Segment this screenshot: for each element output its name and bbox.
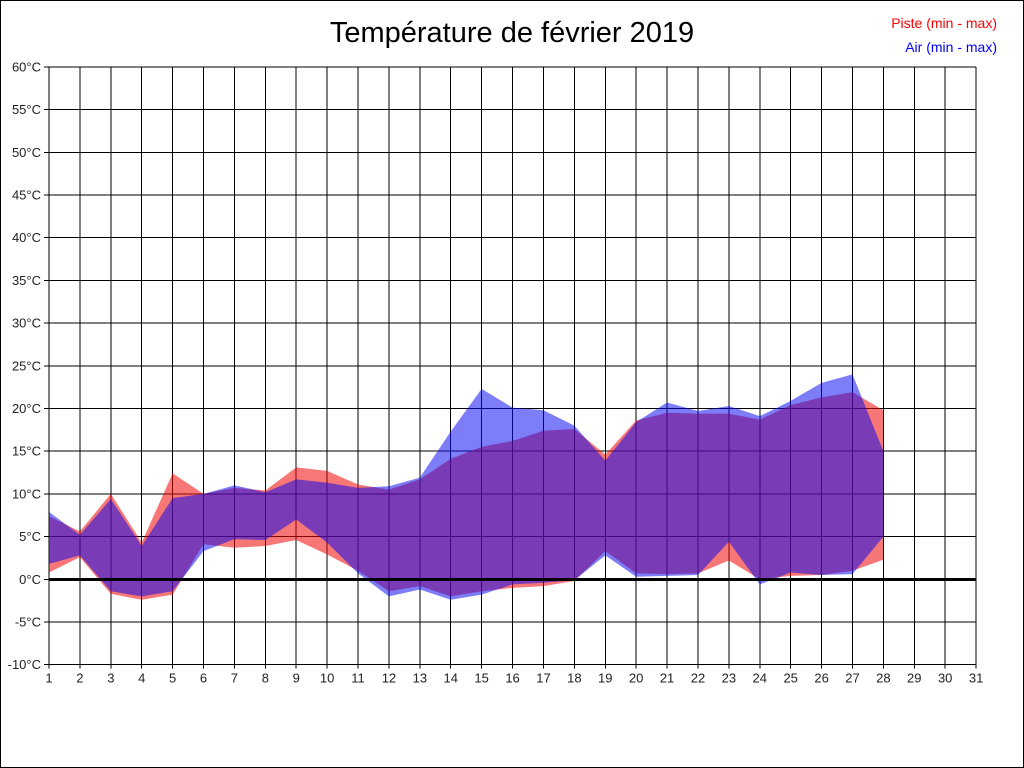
svg-text:4: 4: [138, 671, 145, 686]
svg-text:5°C: 5°C: [19, 529, 41, 544]
svg-text:6: 6: [200, 671, 207, 686]
svg-text:14: 14: [444, 671, 458, 686]
svg-text:22: 22: [691, 671, 705, 686]
svg-text:13: 13: [413, 671, 427, 686]
legend-item-air: Air (min - max): [905, 39, 997, 55]
svg-text:23: 23: [722, 671, 736, 686]
svg-text:2: 2: [76, 671, 83, 686]
svg-text:60°C: 60°C: [12, 59, 41, 74]
svg-text:7: 7: [231, 671, 238, 686]
svg-text:28: 28: [876, 671, 890, 686]
svg-text:1: 1: [45, 671, 52, 686]
svg-text:20°C: 20°C: [12, 401, 41, 416]
svg-text:10°C: 10°C: [12, 486, 41, 501]
svg-text:16: 16: [505, 671, 519, 686]
svg-text:40°C: 40°C: [12, 230, 41, 245]
svg-text:29: 29: [907, 671, 921, 686]
svg-text:24: 24: [753, 671, 767, 686]
chart-legend: Piste (min - max) Air (min - max): [891, 11, 997, 59]
svg-text:18: 18: [567, 671, 581, 686]
svg-text:25°C: 25°C: [12, 358, 41, 373]
svg-text:-5°C: -5°C: [15, 615, 41, 630]
svg-text:3: 3: [107, 671, 114, 686]
svg-text:27: 27: [845, 671, 859, 686]
svg-text:30°C: 30°C: [12, 316, 41, 331]
svg-text:17: 17: [536, 671, 550, 686]
svg-text:20: 20: [629, 671, 643, 686]
svg-text:25: 25: [783, 671, 797, 686]
chart-title: Température de février 2019: [329, 17, 695, 49]
svg-text:15°C: 15°C: [12, 444, 41, 459]
svg-text:11: 11: [351, 671, 365, 686]
legend-item-piste: Piste (min - max): [891, 15, 997, 31]
svg-text:45°C: 45°C: [12, 188, 41, 203]
svg-text:19: 19: [598, 671, 612, 686]
svg-text:15: 15: [474, 671, 488, 686]
svg-text:10: 10: [320, 671, 334, 686]
svg-text:50°C: 50°C: [12, 145, 41, 160]
svg-text:55°C: 55°C: [12, 102, 41, 117]
svg-text:30: 30: [938, 671, 952, 686]
svg-text:31: 31: [969, 671, 983, 686]
svg-text:5: 5: [169, 671, 176, 686]
svg-text:-10°C: -10°C: [8, 657, 41, 672]
svg-text:12: 12: [382, 671, 396, 686]
svg-text:8: 8: [262, 671, 269, 686]
svg-text:9: 9: [293, 671, 300, 686]
svg-text:21: 21: [660, 671, 674, 686]
svg-text:26: 26: [814, 671, 828, 686]
svg-text:0°C: 0°C: [19, 572, 41, 587]
svg-text:35°C: 35°C: [12, 273, 41, 288]
